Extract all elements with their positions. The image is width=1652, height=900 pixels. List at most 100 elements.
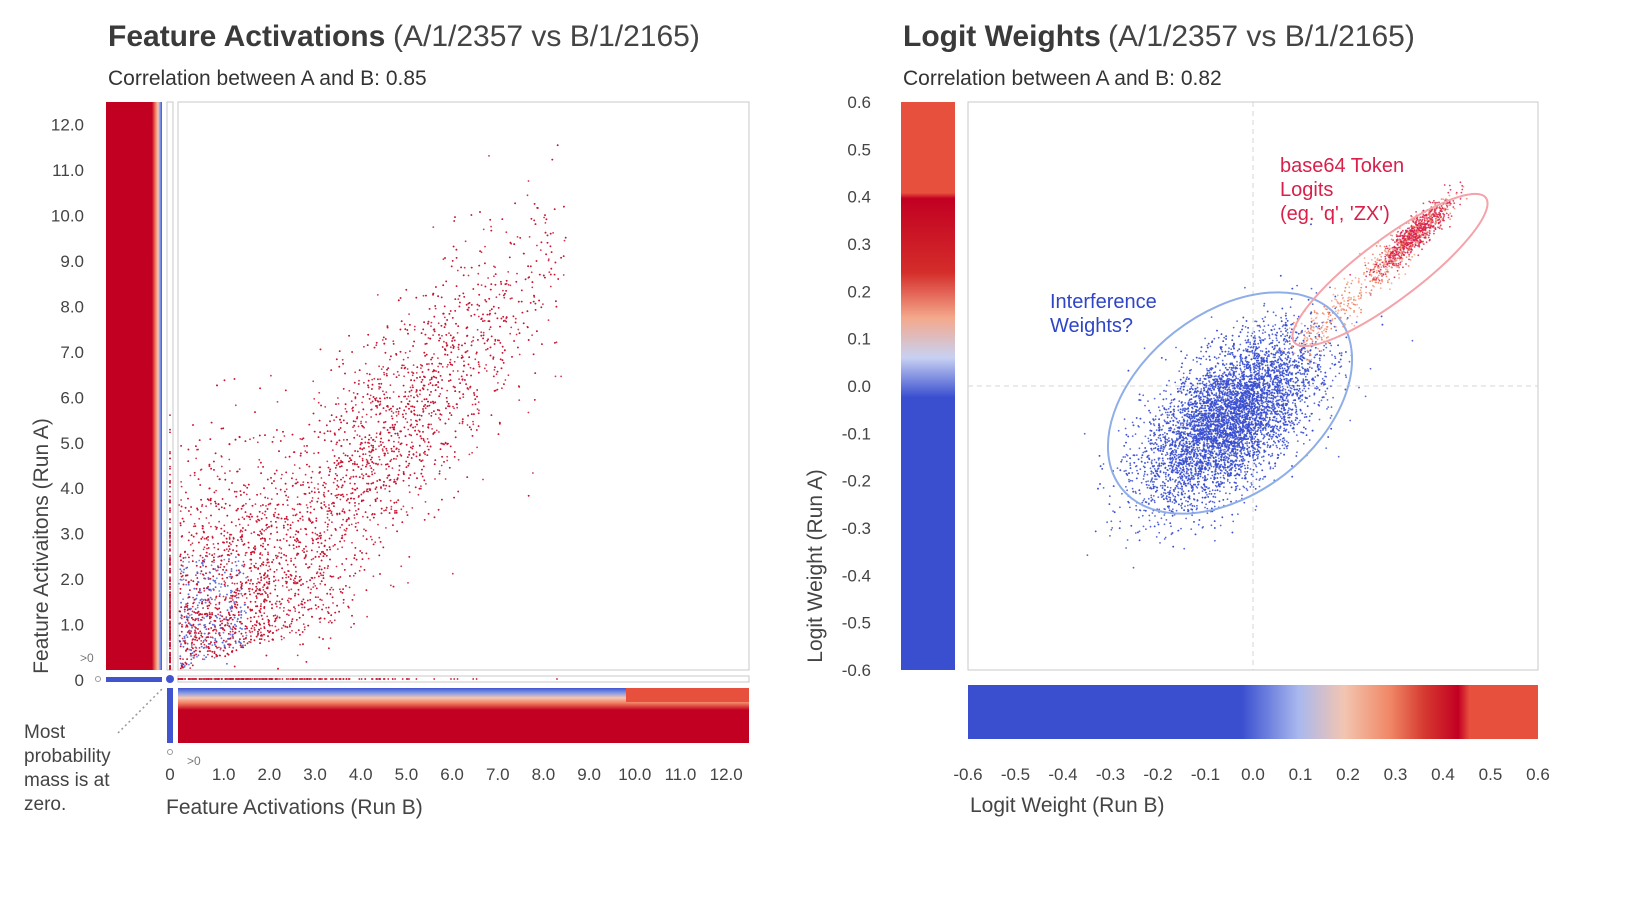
scatter-point: [240, 538, 243, 541]
scatter-point: [207, 632, 210, 635]
scatter-point: [333, 502, 335, 505]
scatter-point: [216, 526, 218, 529]
scatter-point: [380, 382, 383, 385]
scatter-point: [195, 627, 197, 629]
scatter-point: [231, 599, 234, 601]
scatter-point: [235, 594, 238, 596]
scatter-point: [432, 433, 435, 435]
scatter-point: [368, 434, 371, 436]
scatter-point: [318, 535, 321, 537]
scatter-point: [260, 533, 263, 535]
scatter-point: [553, 273, 556, 276]
scatter-point: [273, 620, 276, 623]
scatter-point: [514, 317, 517, 320]
scatter-point: [366, 393, 369, 396]
scatter-point: [197, 478, 200, 480]
scatter-point: [396, 432, 399, 435]
scatter-point: [336, 474, 338, 477]
scatter-point: [477, 401, 480, 403]
scatter-point: [230, 605, 233, 608]
scatter-point: [282, 524, 285, 527]
scatter-point: [410, 389, 413, 392]
scatter-point: [493, 343, 496, 345]
scatter-point: [329, 575, 332, 577]
scatter-point: [365, 413, 368, 416]
scatter-point: [449, 379, 452, 382]
scatter-point: [276, 600, 278, 603]
scatter-point: [460, 266, 462, 269]
scatter-point: [228, 545, 230, 548]
scatter-point: [255, 624, 258, 627]
scatter-point: [445, 397, 448, 399]
scatter-point: [188, 561, 190, 563]
scatter-point: [462, 274, 465, 277]
scatter-point: [206, 594, 209, 597]
scatter-point: [339, 588, 341, 591]
scatter-point: [340, 478, 342, 481]
scatter-point: [209, 596, 212, 599]
scatter-point: [255, 562, 257, 565]
scatter-point: [242, 544, 245, 546]
scatter-point: [408, 407, 410, 410]
scatter-point: [242, 644, 244, 647]
scatter-point: [408, 477, 410, 479]
scatter-point: [236, 587, 239, 590]
scatter-point: [390, 508, 393, 511]
scatter-point: [482, 478, 484, 481]
scatter-point: [478, 264, 481, 267]
scatter-point: [438, 417, 440, 419]
scatter-point: [398, 407, 401, 410]
scatter-point: [464, 240, 467, 243]
scatter-point: [220, 532, 223, 535]
scatter-point: [424, 407, 427, 410]
scatter-point: [472, 423, 475, 426]
scatter-point: [198, 647, 201, 649]
scatter-point: [438, 362, 441, 365]
scatter-point: [413, 325, 416, 328]
scatter-point: [317, 596, 319, 599]
scatter-point: [225, 537, 228, 540]
scatter-point: [497, 339, 499, 342]
scatter-point: [398, 448, 400, 451]
scatter-point: [342, 362, 344, 365]
scatter-point: [340, 486, 343, 489]
scatter-point: [402, 479, 405, 482]
scatter-point: [477, 315, 480, 318]
scatter-point: [202, 599, 205, 601]
scatter-point: [208, 487, 211, 490]
scatter-point: [201, 525, 204, 527]
scatter-point: [290, 557, 292, 560]
scatter-point: [560, 256, 562, 259]
scatter-point: [235, 550, 238, 552]
scatter-point: [310, 563, 313, 565]
scatter-point: [520, 289, 523, 292]
scatter-point: [371, 513, 374, 515]
scatter-point: [440, 442, 443, 445]
scatter-point: [326, 549, 328, 551]
scatter-point: [214, 500, 217, 503]
scatter-point: [472, 339, 474, 342]
scatter-point: [442, 284, 445, 287]
scatter-point: [262, 504, 264, 506]
scatter-point: [384, 338, 387, 340]
scatter-point: [265, 564, 268, 567]
scatter-point: [494, 312, 497, 315]
scatter-point: [497, 307, 500, 309]
scatter-point: [352, 426, 354, 429]
scatter-point: [377, 463, 379, 465]
scatter-point: [414, 486, 417, 489]
scatter-point: [378, 382, 380, 385]
scatter-point: [501, 387, 503, 390]
scatter-point: [533, 219, 536, 222]
scatter-point: [392, 373, 395, 376]
scatter-point: [199, 484, 202, 486]
scatter-point: [399, 328, 402, 331]
scatter-point: [365, 552, 368, 555]
scatter-point: [311, 497, 314, 499]
scatter-point: [332, 575, 335, 578]
scatter-point: [383, 454, 386, 457]
scatter-point: [264, 540, 266, 542]
scatter-point: [411, 441, 413, 444]
scatter-point: [360, 493, 363, 496]
scatter-point: [249, 438, 251, 441]
